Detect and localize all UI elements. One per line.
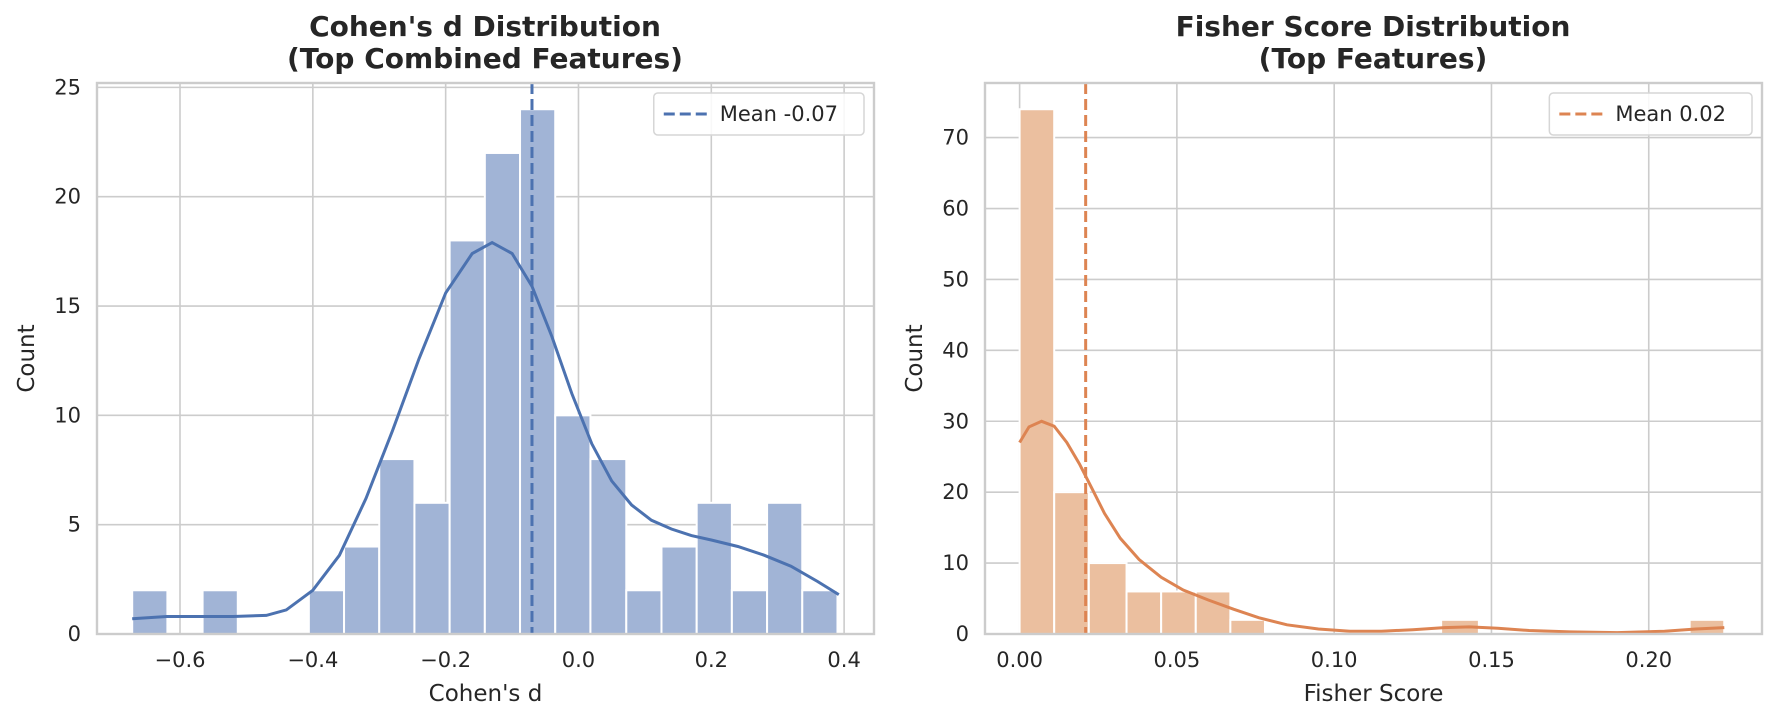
chart-1-bar [660,545,698,635]
chart-2-bar [1087,562,1128,636]
chart-2-y-tick-label: 0 [956,622,969,646]
chart-1-kde-line [132,240,840,621]
chart-2-x-tick-label: 0.15 [1468,648,1515,672]
chart-1-bar [589,458,628,636]
chart-2-y-tick-label: 30 [942,409,969,433]
chart-1-bar [201,589,239,635]
chart-1-bar [519,108,557,635]
chart-1-legend-label: Mean -0.07 [720,102,838,126]
chart-1-bar [483,151,522,635]
chart-2-x-axis-label: Fisher Score [1304,681,1444,707]
chart-1-bar [378,458,416,636]
chart-2-x-tick-label: 0.05 [1154,648,1201,672]
chart-1-bar [801,589,839,635]
chart-1-y-tick-label: 0 [68,622,81,646]
chart-2-y-tick-label: 10 [942,551,969,575]
chart-2-legend-label: Mean 0.02 [1615,102,1726,126]
chart-1-x-tick-label: −0.4 [287,648,338,672]
chart-1-panel: −0.6 −0.4 −0.2 0.0 0.2 0.4 0 5 10 15 20 25 Cohen's d… [14,10,876,707]
chart-1-y-tick-label: 5 [68,513,81,537]
chart-1-bar [448,239,486,636]
chart-1-bar [343,545,381,635]
chart-1-y-tick-label: 15 [54,294,81,318]
chart-1-axes-frame [95,81,876,636]
chart-2-axes-frame [983,81,1764,636]
chart-2-legend [1548,92,1753,136]
chart-2-y-tick-label: 50 [942,267,969,291]
chart-2-y-tick-label: 40 [942,338,969,362]
chart-2-bar [1160,590,1197,635]
chart-1-bar [695,501,733,635]
chart-2-y-tick-label: 60 [942,197,969,221]
chart-1-x-tick-label: 0.4 [827,648,860,672]
chart-2-bar [1053,491,1090,635]
chart-1-title-line: (Top Combined Features) [287,42,683,75]
chart-1-x-axis-label: Cohen's d [429,681,543,707]
chart-2-kde-line [1018,419,1725,635]
chart-2-y-tick-label: 70 [942,126,969,150]
chart-1-bar [554,414,592,635]
chart-2-x-tick-label: 0.20 [1625,648,1672,672]
chart-2-y-tick-label: 20 [942,480,969,504]
chart-2-title-line: (Top Features) [1259,42,1488,75]
chart-2-plot-area [985,83,1762,634]
chart-1-title-line: Cohen's d Distribution [309,10,661,43]
chart-2-x-tick-label: 0.00 [996,648,1043,672]
chart-1-x-tick-label: 0.0 [562,648,595,672]
chart-2-title-line: Fisher Score Distribution [1176,10,1571,43]
chart-1-bar [131,589,169,635]
chart-2-bar [1018,108,1056,635]
chart-2-x-tick-label: 0.10 [1311,648,1358,672]
chart-2-bar [1125,590,1163,635]
chart-2-bar [1229,618,1266,636]
chart-2-panel: 0.00 0.05 0.10 0.15 0.20 0 10 20 30 40 50 60 70 Fishe… [902,10,1764,707]
chart-1-y-axis-label: Count [14,324,40,392]
chart-1-y-tick-label: 25 [54,75,81,99]
chart-1-legend [653,92,865,136]
chart-2-y-axis-label: Count [902,324,928,392]
chart-1-y-tick-label: 20 [54,185,81,209]
chart-1-x-tick-label: −0.6 [155,648,206,672]
chart-1-bar [625,589,663,635]
chart-1-bar [730,589,769,635]
chart-1-y-tick-label: 10 [54,403,81,427]
chart-1-x-tick-label: −0.2 [420,648,471,672]
chart-1-bar [413,501,451,635]
chart-1-x-tick-label: 0.2 [695,648,728,672]
chart-1-bar [307,589,346,635]
